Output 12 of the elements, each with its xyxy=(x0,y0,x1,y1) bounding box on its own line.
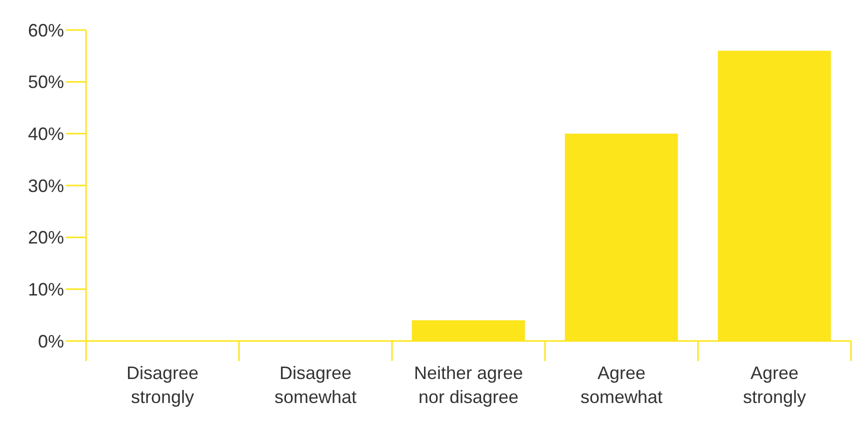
y-tick-label: 60% xyxy=(28,20,64,40)
y-tick-label: 0% xyxy=(38,331,64,352)
y-tick-label: 10% xyxy=(28,280,64,300)
y-tick-label: 50% xyxy=(28,72,64,92)
y-tick-label: 30% xyxy=(28,176,64,196)
x-tick-label: Disagree somewhat xyxy=(274,363,357,407)
x-tick-label: Disagree strongly xyxy=(126,363,199,407)
x-tick-label: Agree somewhat xyxy=(580,363,663,407)
y-tick-label: 40% xyxy=(28,124,64,144)
y-tick-label: 20% xyxy=(28,228,64,248)
x-tick-label: Agree strongly xyxy=(742,363,806,407)
x-tick-label: Neither agree nor disagree xyxy=(414,363,524,407)
